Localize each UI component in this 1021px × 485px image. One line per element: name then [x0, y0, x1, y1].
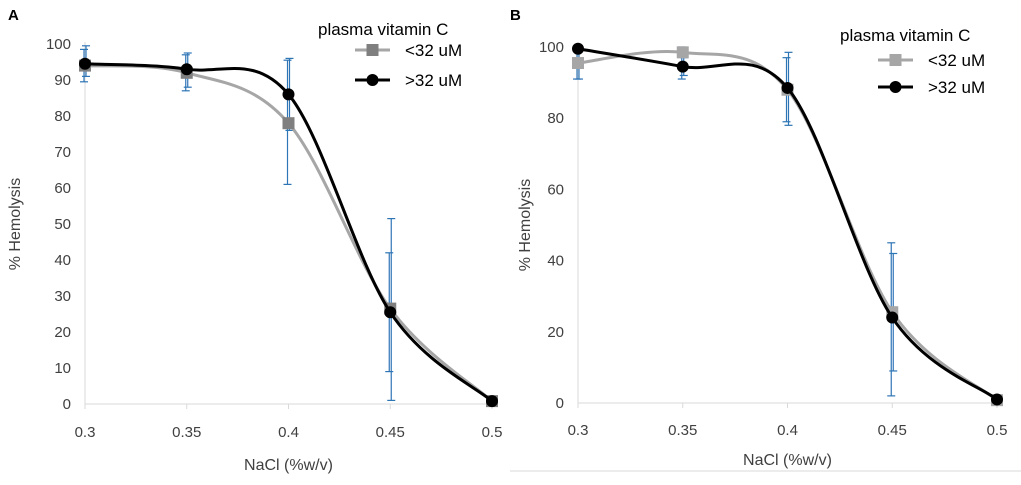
legend-square-marker [889, 54, 902, 66]
y-tick-label: 40 [547, 253, 564, 270]
x-tick-label: 0.35 [172, 424, 201, 441]
series-line-low-vitc [577, 50, 998, 402]
circle-marker [991, 393, 1003, 406]
y-tick-label: 0 [556, 395, 564, 412]
circle-marker [486, 395, 498, 408]
x-tick-label: 0.3 [568, 422, 589, 439]
y-tick-label: 80 [54, 108, 71, 125]
square-marker [676, 46, 689, 59]
x-tick-label: 0.4 [278, 424, 299, 441]
circle-marker [180, 63, 193, 76]
circle-marker [886, 311, 899, 324]
y-axis-title: % Hemolysis [7, 178, 24, 270]
legend-title: plasma vitamin C [840, 26, 970, 45]
x-axis-title: NaCl (%w/v) [743, 452, 832, 469]
x-tick-label: 0.5 [987, 422, 1008, 439]
y-tick-label: 10 [54, 360, 71, 377]
panel-label: A [8, 7, 19, 24]
legend-title: plasma vitamin C [318, 20, 448, 39]
panel-label: B [510, 7, 521, 24]
legend-label: >32 uM [928, 78, 985, 97]
y-tick-label: 40 [54, 252, 71, 269]
legend-circle-marker [366, 74, 379, 86]
legend-label: <32 uM [405, 41, 462, 60]
legend-label: >32 uM [405, 71, 462, 90]
x-tick-label: 0.4 [777, 422, 798, 439]
y-tick-label: 100 [539, 39, 564, 56]
x-tick-label: 0.5 [482, 424, 503, 441]
y-tick-label: 60 [547, 181, 564, 198]
chart-panel-b: B 0 20 40 60 80 100 0.3 0.35 0.4 0.45 0.5 NaCl (%w/v… [510, 7, 1007, 469]
y-tick-label: 20 [547, 324, 564, 341]
chart-panel-a: A 0 10 20 30 40 50 60 70 80 90 100 0.3 0.35 0.4 0.45 0.5… [7, 7, 502, 474]
legend-circle-marker [889, 81, 902, 93]
x-tick-label: 0.3 [75, 424, 96, 441]
y-tick-label: 30 [54, 288, 71, 305]
y-tick-label: 60 [54, 180, 71, 197]
y-tick-label: 70 [54, 144, 71, 161]
series-line-high-vitc [84, 62, 493, 403]
y-tick-label: 80 [547, 110, 564, 127]
circle-marker [676, 60, 689, 73]
y-tick-label: 100 [46, 36, 71, 53]
legend-label: <32 uM [928, 51, 985, 70]
x-tick-label: 0.45 [376, 424, 405, 441]
square-marker [572, 57, 584, 70]
y-tick-label: 20 [54, 324, 71, 341]
y-tick-label: 50 [54, 216, 71, 233]
x-tick-label: 0.45 [878, 422, 907, 439]
x-axis-title: NaCl (%w/v) [244, 457, 333, 474]
series-line-high-vitc [577, 47, 998, 401]
y-tick-label: 90 [54, 72, 71, 89]
circle-marker [282, 88, 295, 101]
circle-marker [572, 42, 584, 55]
x-tick-label: 0.35 [668, 422, 697, 439]
y-tick-label: 0 [63, 396, 71, 413]
circle-marker [79, 57, 91, 70]
circle-marker [384, 306, 397, 319]
y-axis-title: % Hemolysis [517, 179, 534, 271]
square-marker [282, 117, 295, 130]
series-line-low-vitc [84, 64, 494, 403]
circle-marker [781, 81, 794, 94]
legend-square-marker [366, 44, 379, 56]
